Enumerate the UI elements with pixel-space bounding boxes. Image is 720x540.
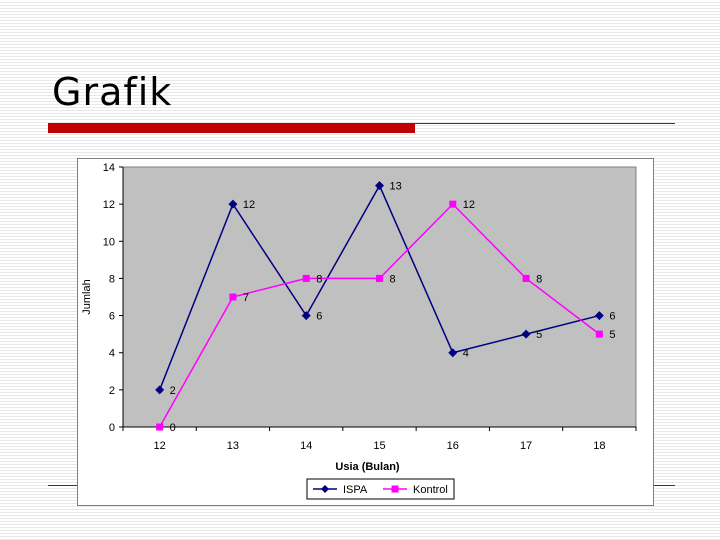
title-underline-line — [415, 123, 675, 124]
data-point-kontrol — [229, 293, 237, 301]
line-chart: 0 2 4 6 8 10 12 14 12 13 14 15 16 17 18 Usia (Bulan) Jum… — [81, 162, 637, 500]
data-point-kontrol — [156, 423, 164, 431]
data-point-ispa — [301, 311, 311, 321]
x-tick-label: 15 — [373, 440, 385, 452]
x-axis-title: Usia (Bulan) — [335, 461, 400, 473]
data-point-ispa — [228, 199, 238, 209]
y-tick-label: 2 — [109, 385, 115, 397]
y-axis-title: Jumlah — [81, 279, 93, 314]
y-tick-label: 8 — [109, 273, 115, 285]
data-label-kontrol: 8 — [316, 273, 322, 285]
data-label-ispa: 12 — [243, 199, 255, 211]
x-tick-label: 14 — [300, 440, 312, 452]
data-label-kontrol: 0 — [170, 422, 176, 434]
x-tick-label: 16 — [447, 440, 459, 452]
data-point-kontrol — [302, 274, 310, 282]
data-point-ispa — [448, 348, 458, 358]
data-label-kontrol: 5 — [609, 329, 615, 341]
data-label-ispa: 5 — [536, 329, 542, 341]
slide-title: Grafik — [52, 70, 173, 114]
data-point-ispa — [375, 181, 384, 191]
title-underline-bar — [48, 123, 415, 133]
data-label-ispa: 6 — [316, 311, 322, 323]
data-point-kontrol — [522, 274, 530, 282]
data-label-kontrol: 8 — [536, 273, 542, 285]
data-label-ispa: 13 — [390, 181, 402, 193]
data-point-ispa — [521, 329, 531, 339]
data-point-kontrol — [449, 200, 457, 208]
y-tick-label: 4 — [109, 348, 115, 360]
y-tick-label: 10 — [103, 236, 115, 248]
data-label-ispa: 4 — [463, 348, 469, 360]
data-point-kontrol — [595, 330, 603, 338]
legend-box — [306, 478, 455, 500]
data-label-kontrol: 12 — [463, 199, 475, 211]
x-tick-label: 18 — [593, 440, 605, 452]
x-tick-label: 13 — [227, 440, 239, 452]
y-tick-label: 6 — [109, 311, 115, 323]
chart-area: 0 2 4 6 8 10 12 14 12 13 14 15 16 17 18 Usia (Bulan) Jum… — [77, 158, 654, 506]
data-point-kontrol — [376, 274, 383, 282]
y-tick-label: 14 — [103, 162, 115, 174]
legend-label-kontrol: Kontrol — [413, 484, 448, 496]
y-tick-label: 0 — [109, 422, 115, 434]
data-label-kontrol: 7 — [243, 292, 249, 304]
data-point-ispa — [594, 311, 604, 321]
legend-marker-ispa — [321, 485, 329, 493]
data-label-ispa: 2 — [170, 385, 176, 397]
legend-label-ispa: ISPA — [343, 484, 368, 496]
data-label-ispa: 6 — [609, 311, 615, 323]
plot-background — [122, 166, 637, 428]
data-label-kontrol: 8 — [390, 273, 396, 285]
x-tick-label: 17 — [520, 440, 532, 452]
x-tick-label: 12 — [154, 440, 166, 452]
y-tick-label: 12 — [103, 199, 115, 211]
legend-marker-kontrol — [391, 485, 399, 493]
data-point-ispa — [155, 385, 165, 395]
